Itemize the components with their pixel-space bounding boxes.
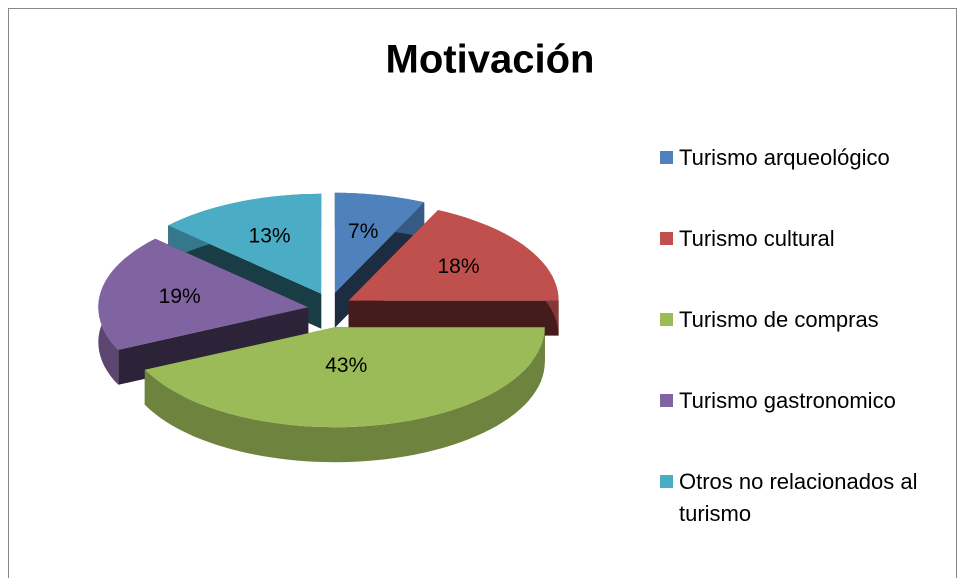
data-label: 43% [325, 354, 367, 377]
legend-label: Otros no relacionados al turismo [679, 469, 918, 526]
legend-swatch [660, 313, 673, 326]
legend-item: Turismo arqueológico [660, 142, 945, 223]
legend-swatch [660, 151, 673, 164]
legend-swatch [660, 394, 673, 407]
legend-item: Turismo cultural [660, 223, 945, 304]
data-label: 18% [437, 255, 479, 278]
slice-wall [144, 327, 545, 463]
legend-item: Turismo de compras [660, 304, 945, 385]
data-label: 13% [249, 224, 291, 247]
slice-side [348, 300, 559, 336]
legend-swatch [660, 232, 673, 245]
slice-top [348, 210, 559, 301]
data-label: 7% [348, 220, 378, 243]
slice-top [98, 238, 309, 350]
legend-item: Otros no relacionados al turismo [660, 466, 945, 547]
slice-top [168, 193, 322, 294]
legend: Turismo arqueológico Turismo cultural Turi… [660, 142, 945, 547]
legend-label: Turismo gastronomico [679, 388, 896, 413]
legend-swatch [660, 475, 673, 488]
legend-label: Turismo de compras [679, 307, 879, 332]
chart-title: Motivación [386, 38, 595, 82]
legend-item: Turismo gastronomico [660, 385, 945, 466]
legend-label: Turismo arqueológico [679, 145, 890, 170]
slice-top [334, 192, 425, 293]
slice [348, 210, 559, 336]
slice [144, 327, 545, 463]
legend-label: Turismo cultural [679, 226, 835, 251]
data-label: 19% [159, 285, 201, 308]
slice-top [144, 327, 545, 428]
